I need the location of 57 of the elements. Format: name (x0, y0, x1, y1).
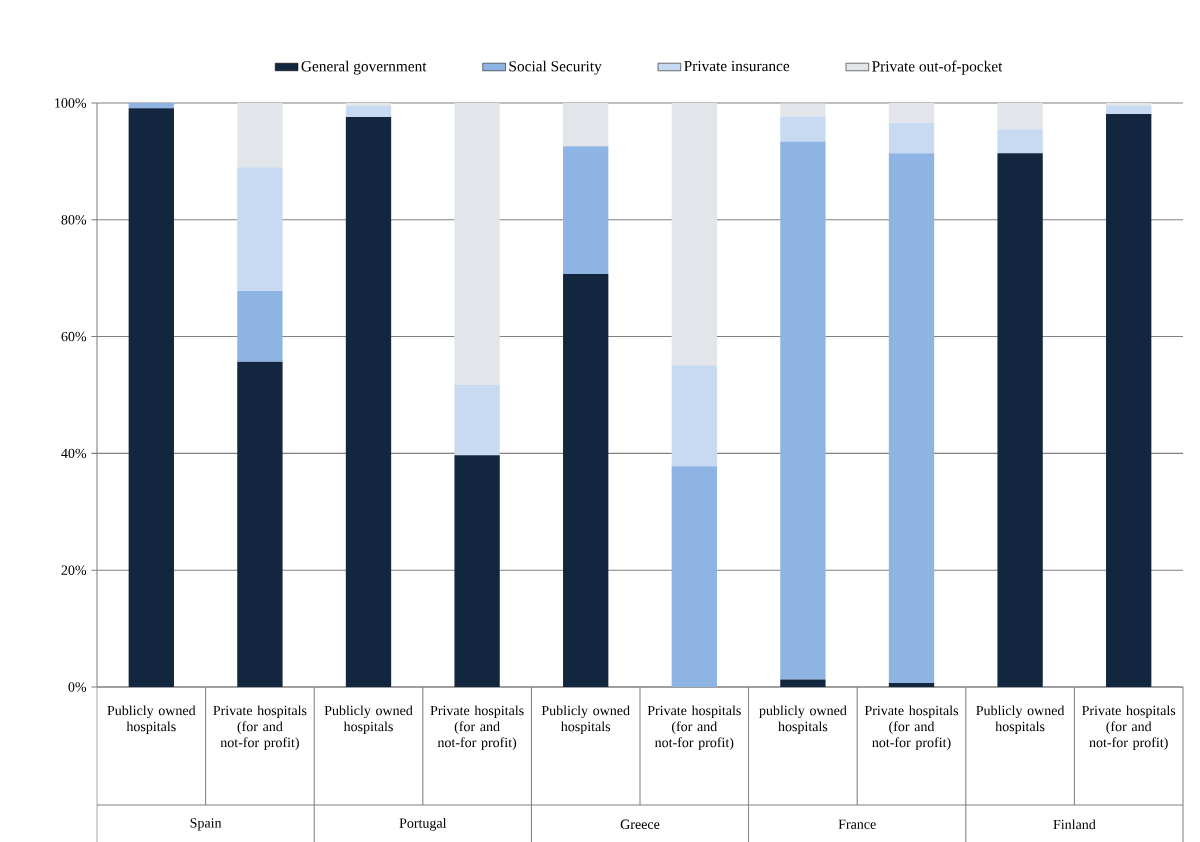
bar (888, 682, 935, 687)
legend-label: General government (301, 60, 427, 75)
text: Greece (620, 819, 660, 830)
bar (237, 361, 283, 687)
bar (454, 455, 500, 687)
bar (345, 105, 392, 118)
bar (1106, 102, 1152, 106)
x-tick-label: publicly owned hospitals (759, 705, 847, 735)
text: Finland (1053, 819, 1096, 830)
bar (237, 167, 283, 292)
y-tick-label: 20% (61, 565, 87, 575)
text: Spain (190, 818, 222, 831)
bar (997, 129, 1043, 154)
bar (237, 102, 283, 168)
bar (1106, 105, 1152, 115)
x-tick-label: Publicly owned hospitals (324, 705, 413, 735)
bar (1106, 114, 1152, 687)
bar (997, 153, 1043, 687)
bar (780, 116, 826, 142)
bar (128, 108, 174, 687)
bar (563, 274, 609, 687)
bar (563, 146, 609, 275)
y-tick-label: 100% (55, 98, 87, 108)
x-tick-label: Publicly owned hospitals (107, 705, 196, 735)
bar (997, 102, 1043, 130)
x-tick-label: Publicly owned hospitals (976, 705, 1065, 735)
bar (780, 679, 826, 687)
bar (454, 385, 500, 456)
x-tick-label: Private hospitals (for and not-for profit) (1082, 705, 1176, 751)
bar (888, 102, 935, 123)
bar (780, 141, 826, 680)
x-tick-label: Private hospitals (for and not-for profit) (647, 705, 741, 751)
text: Portugal (399, 817, 447, 831)
x-tick-label: Private hospitals (for and not-for profit) (864, 705, 959, 751)
bar (780, 103, 826, 117)
bar (345, 117, 392, 687)
y-tick-label: 60% (61, 331, 87, 342)
legend-label: Private out-of-pocket (872, 60, 1003, 75)
legend-label: Social Security (509, 60, 602, 75)
bar (454, 102, 500, 386)
legend-label: Private insurance (684, 60, 790, 72)
bar (345, 102, 392, 106)
y-tick-label: 0% (68, 682, 87, 692)
bar (671, 365, 717, 467)
x-tick-label: Private hospitals (for and not-for profit) (430, 705, 524, 751)
bar (888, 122, 935, 154)
bar (671, 102, 717, 366)
bar (128, 102, 174, 109)
text: France (838, 819, 876, 829)
x-tick-label: Private hospitals (for and not-for profit) (213, 705, 307, 751)
x-tick-label: Publicly owned hospitals (541, 705, 630, 735)
y-tick-label: 40% (61, 448, 87, 459)
y-tick-label: 80% (61, 215, 87, 225)
bar (888, 153, 935, 683)
bar (671, 466, 717, 687)
bar (563, 102, 609, 147)
bar (237, 291, 283, 362)
